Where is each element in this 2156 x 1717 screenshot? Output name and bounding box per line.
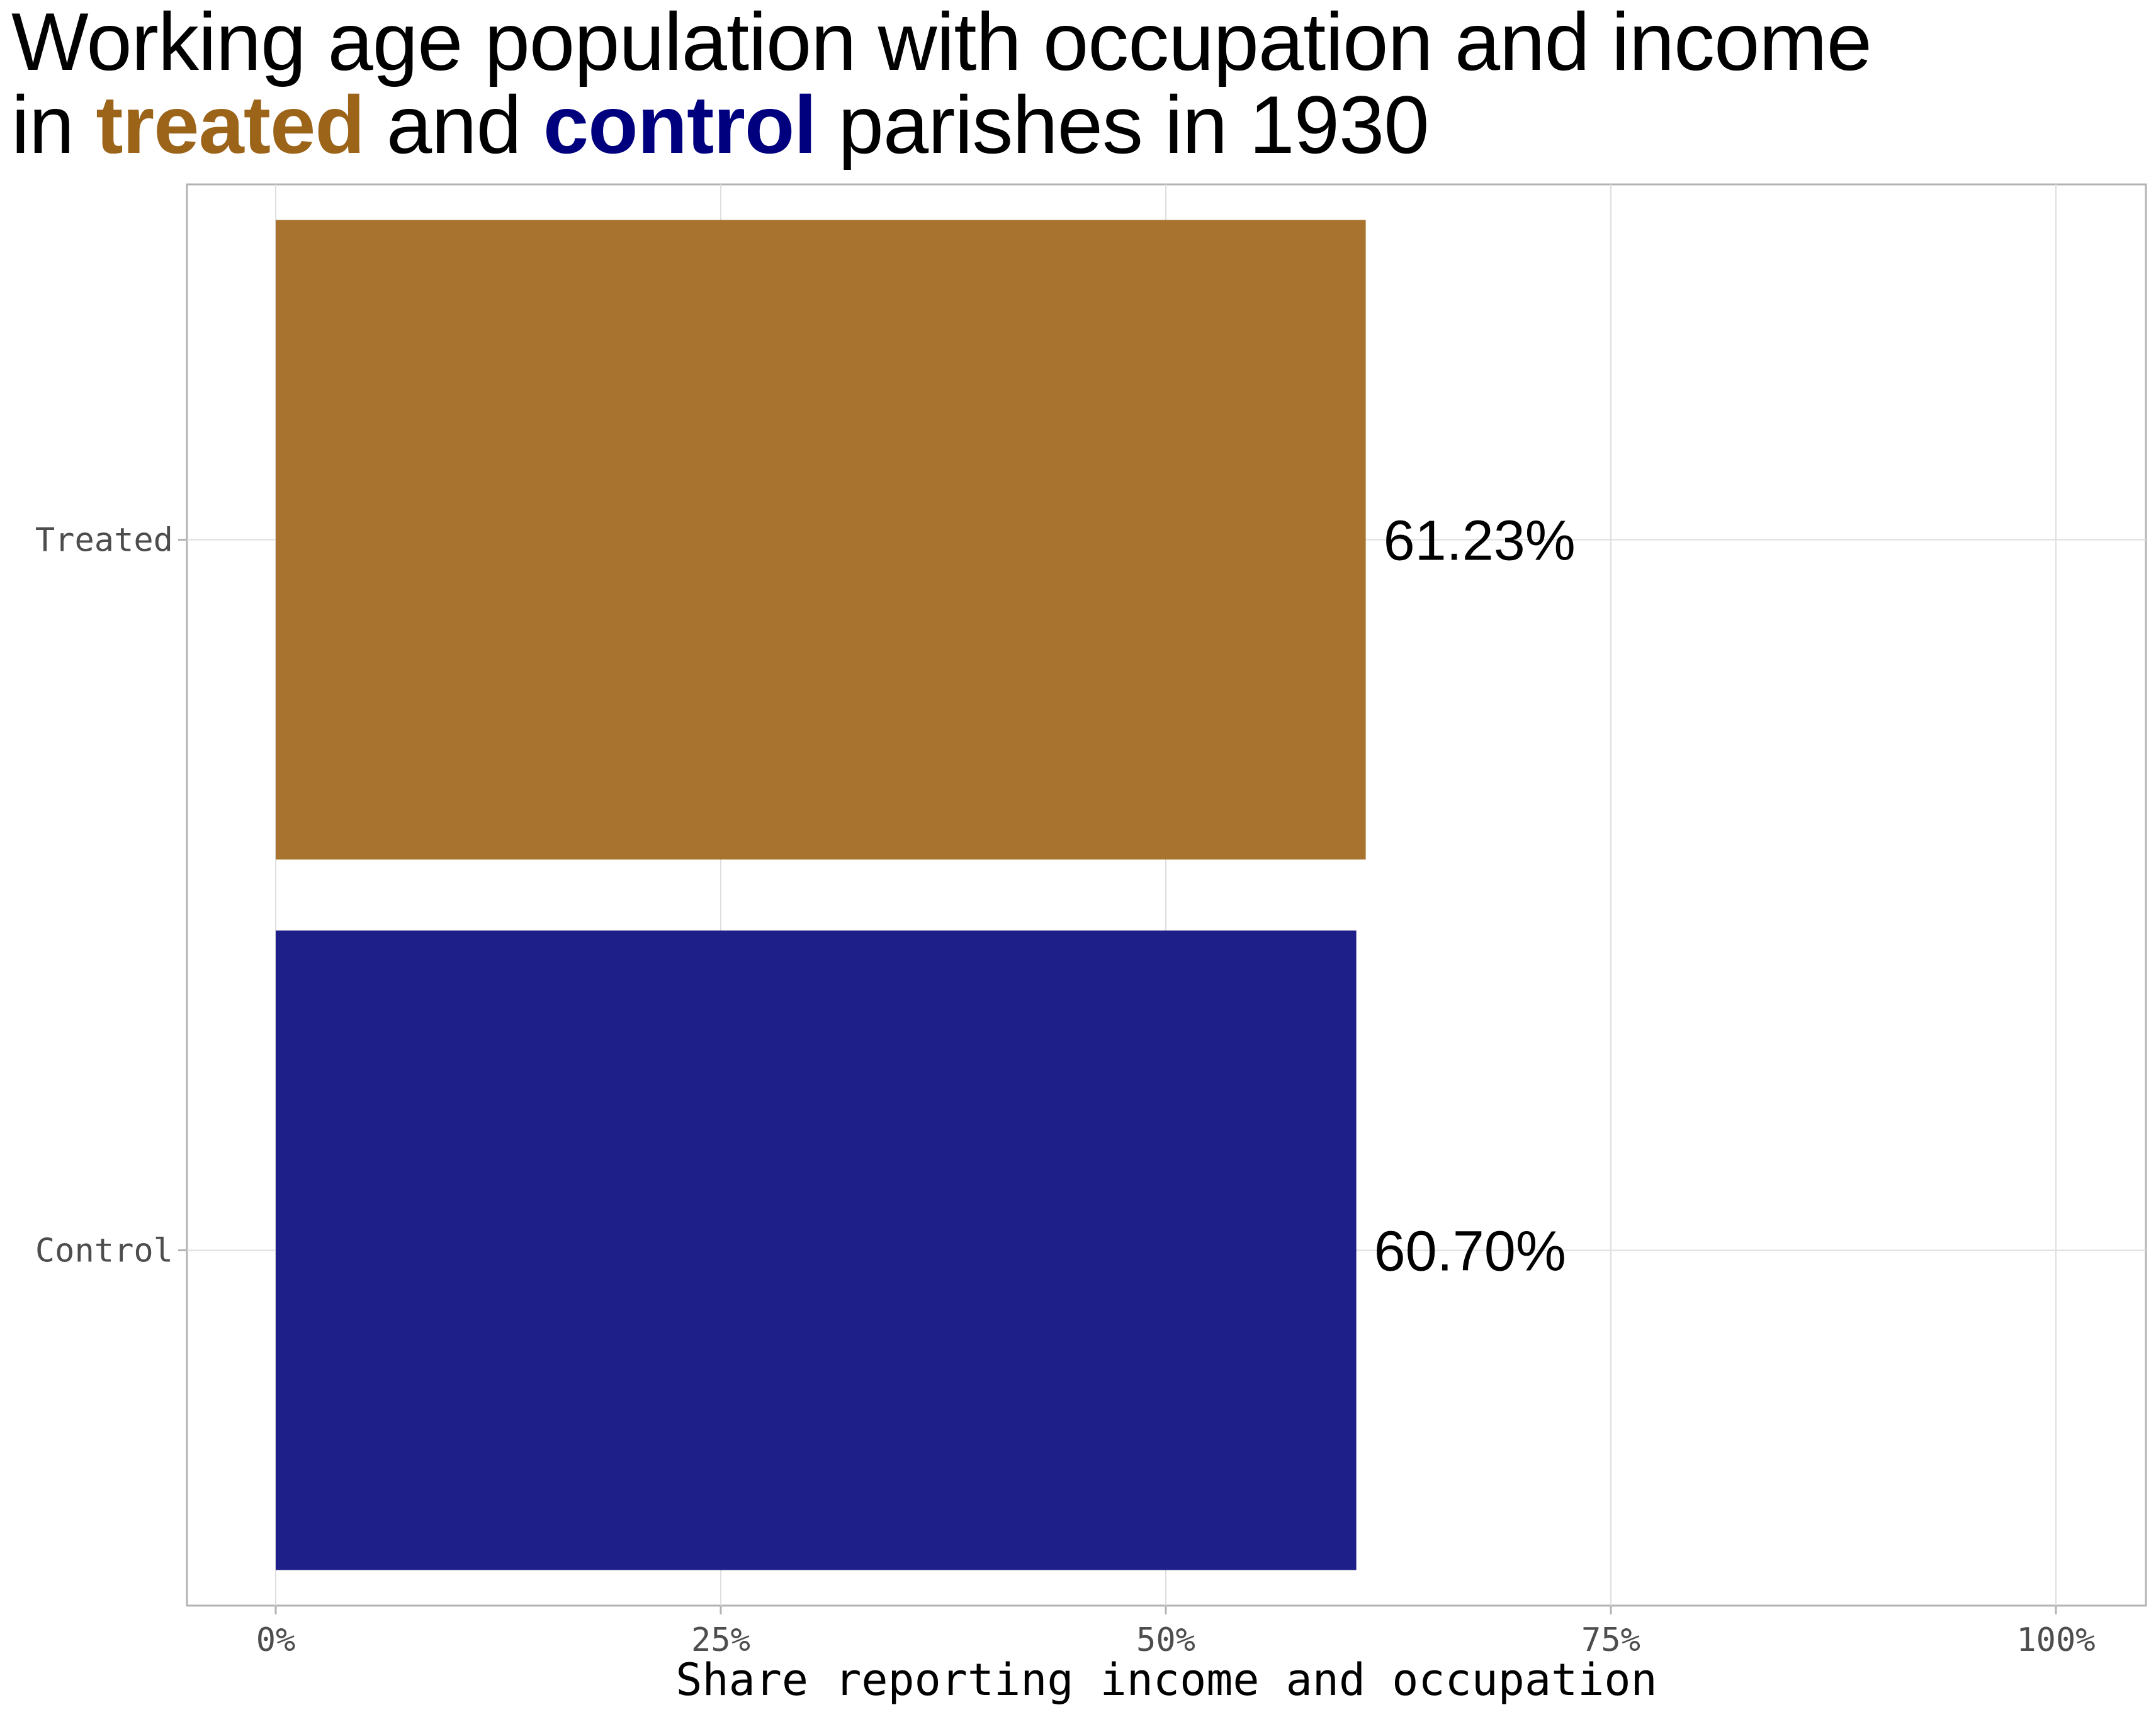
bar-control bbox=[276, 930, 1357, 1570]
y-tick-label-control: Control bbox=[35, 1232, 173, 1270]
bars bbox=[276, 220, 1366, 1570]
x-axis-label: Share reporting income and occupation bbox=[675, 1654, 1657, 1706]
title-mid: and bbox=[364, 79, 543, 171]
y-axis: Treated Control bbox=[35, 522, 187, 1270]
bar-treated bbox=[276, 220, 1366, 860]
data-labels: 61.23% 60.70% bbox=[1374, 510, 1576, 1283]
title-suffix: parishes in 1930 bbox=[816, 79, 1430, 171]
title-line-2: in treated and control parishes in 1930 bbox=[11, 83, 2139, 166]
x-tick-label-25: 25% bbox=[691, 1621, 750, 1659]
data-label-control: 60.70% bbox=[1374, 1220, 1566, 1283]
data-label-treated: 61.23% bbox=[1384, 510, 1576, 573]
y-tick-label-treated: Treated bbox=[35, 522, 173, 560]
title-prefix: in bbox=[11, 79, 96, 171]
title-control-word: control bbox=[543, 79, 817, 171]
x-tick-label-0: 0% bbox=[256, 1621, 296, 1659]
x-tick-label-50: 50% bbox=[1136, 1621, 1195, 1659]
x-tick-label-75: 75% bbox=[1581, 1621, 1640, 1659]
title-treated-word: treated bbox=[96, 79, 364, 171]
x-axis: 0% 25% 50% 75% 100% bbox=[256, 1606, 2096, 1659]
chart-title: Working age population with occupation a… bbox=[11, 0, 2139, 166]
title-line-1: Working age population with occupation a… bbox=[11, 0, 1872, 87]
x-tick-label-100: 100% bbox=[2016, 1621, 2095, 1659]
